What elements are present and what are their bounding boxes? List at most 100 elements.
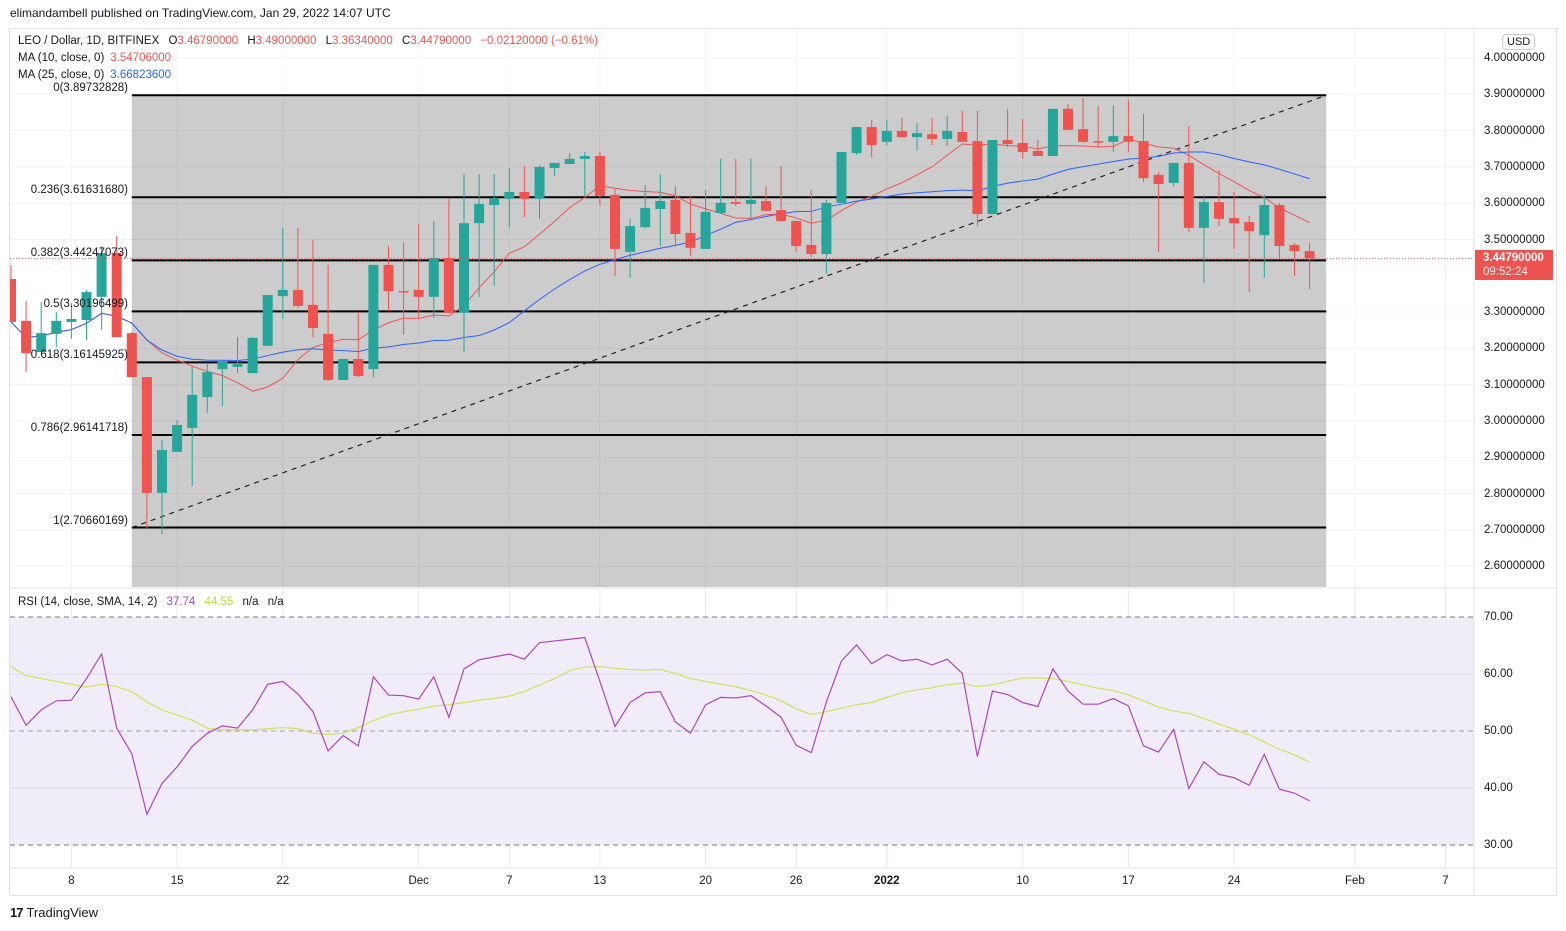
candle-down bbox=[1123, 100, 1134, 153]
candle-down bbox=[594, 152, 605, 207]
candle-down bbox=[1078, 97, 1089, 143]
candle-down bbox=[126, 332, 137, 378]
candle-up bbox=[715, 158, 726, 214]
candle-up bbox=[187, 366, 198, 486]
candle-body bbox=[534, 166, 545, 199]
dashed-trendline bbox=[131, 94, 1327, 529]
candle-up bbox=[172, 419, 183, 452]
candle-down bbox=[791, 220, 802, 252]
candle-body bbox=[277, 289, 288, 297]
candle-body bbox=[126, 333, 137, 378]
ma25-legend[interactable]: MA (25, close, 0) 3.66823600 bbox=[18, 69, 171, 81]
time-tick-label: 20 bbox=[699, 875, 712, 887]
high-label: H bbox=[247, 35, 256, 47]
candle-body bbox=[927, 134, 938, 139]
candle-body bbox=[428, 258, 439, 297]
candle-down bbox=[383, 246, 394, 312]
bar-countdown: 09:52:24 bbox=[1483, 266, 1528, 278]
change-value: −0.02120000 (−0.61%) bbox=[480, 35, 598, 47]
candle-body bbox=[1138, 141, 1149, 179]
candle-down bbox=[353, 312, 364, 378]
candle-body bbox=[942, 130, 953, 139]
candle-up bbox=[1108, 105, 1119, 153]
candle-down bbox=[10, 264, 16, 322]
price-tick-label: 3.30000000 bbox=[1484, 306, 1545, 319]
ma10-legend[interactable]: MA (10, close, 0) 3.54706000 bbox=[18, 52, 171, 64]
price-tick-label: 3.50000000 bbox=[1484, 233, 1545, 246]
candle-up bbox=[549, 162, 560, 176]
candle-body bbox=[1289, 244, 1300, 252]
candle-body bbox=[1168, 162, 1179, 183]
currency-button[interactable]: USD bbox=[1502, 34, 1536, 50]
candle-up bbox=[625, 218, 636, 278]
candle-up bbox=[745, 158, 756, 219]
candle-up bbox=[247, 337, 258, 374]
price-tick-label: 4.00000000 bbox=[1484, 52, 1545, 64]
candle-body bbox=[383, 264, 394, 292]
candle-up bbox=[821, 199, 832, 274]
candle-body bbox=[202, 371, 213, 398]
time-tick-label: 13 bbox=[593, 875, 607, 887]
candle-down bbox=[1244, 215, 1255, 293]
candle-up bbox=[579, 152, 590, 196]
candle-body bbox=[353, 358, 364, 376]
ma25-label: MA (25, close, 0) bbox=[18, 69, 105, 81]
footer-brand[interactable]: 17 TradingView bbox=[10, 905, 98, 920]
candle-down bbox=[1138, 113, 1149, 183]
candle-body bbox=[640, 207, 651, 228]
candle-down bbox=[806, 190, 817, 257]
candle-up bbox=[912, 122, 922, 151]
candle-body bbox=[1063, 108, 1073, 130]
candle-up bbox=[881, 120, 892, 146]
candle-down bbox=[896, 117, 907, 138]
rsi-legend[interactable]: RSI (14, close, SMA, 14, 2) 37.74 44.55 … bbox=[18, 596, 284, 608]
candle-body bbox=[806, 244, 817, 255]
candle-body bbox=[791, 220, 802, 247]
price-tick-label: 2.90000000 bbox=[1484, 451, 1545, 464]
candle-body bbox=[172, 424, 183, 452]
candle-body bbox=[111, 252, 122, 338]
candle-body bbox=[36, 333, 47, 353]
candle-body bbox=[625, 226, 636, 252]
fib-level-label: 0(3.89732828) bbox=[53, 82, 128, 95]
time-tick-label: 10 bbox=[1016, 875, 1030, 887]
ma10-value: 3.54706000 bbox=[110, 52, 172, 64]
price-tick-label: 3.70000000 bbox=[1484, 160, 1545, 173]
candle-body bbox=[1093, 141, 1104, 143]
candle-up bbox=[700, 190, 711, 249]
candle-body bbox=[413, 289, 424, 297]
candle-body bbox=[730, 202, 741, 204]
candle-body bbox=[851, 126, 862, 154]
candle-body bbox=[66, 318, 77, 322]
candle-body bbox=[1123, 136, 1134, 142]
candle-body bbox=[474, 203, 485, 224]
candle-down bbox=[1289, 243, 1300, 277]
candle-body bbox=[957, 132, 968, 142]
symbol-legend[interactable]: LEO / Dollar, 1D, BITFINEX O3.46790000 H… bbox=[18, 35, 598, 47]
rsi-tick-label: 30.00 bbox=[1484, 839, 1513, 851]
candle-up bbox=[96, 246, 107, 330]
rsi-line bbox=[10, 636, 1310, 816]
fib-level-label: 0.786(2.96141718) bbox=[30, 422, 128, 434]
candle-body bbox=[745, 199, 756, 204]
candle-down bbox=[398, 242, 409, 335]
candle-body bbox=[594, 156, 605, 196]
candle-body bbox=[1274, 205, 1285, 247]
candle-down bbox=[776, 166, 787, 223]
candle-up bbox=[36, 301, 47, 353]
candle-body bbox=[987, 140, 998, 215]
candle-down bbox=[519, 166, 530, 217]
candle-up bbox=[942, 116, 953, 146]
price-tick-label: 3.10000000 bbox=[1484, 378, 1545, 391]
candle-body bbox=[1214, 202, 1224, 219]
candle-body bbox=[1078, 129, 1089, 142]
candle-body bbox=[1108, 136, 1119, 142]
candle-up bbox=[640, 185, 651, 229]
candle-body bbox=[564, 158, 575, 164]
candle-body bbox=[1002, 140, 1013, 145]
candle-down bbox=[1274, 202, 1285, 259]
candle-body bbox=[504, 191, 515, 199]
candle-body bbox=[1244, 222, 1255, 232]
candle-body bbox=[700, 211, 711, 249]
